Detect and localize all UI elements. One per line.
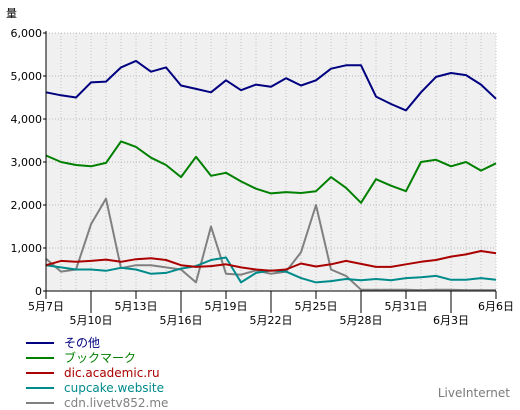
x-tick-label: 5月31日	[385, 300, 428, 313]
x-tick-label: 5月16日	[160, 314, 203, 327]
x-tick-label: 5月25日	[295, 300, 338, 313]
series-line	[45, 140, 497, 204]
y-tick-label: 3,000	[11, 156, 43, 169]
y-tick-label: 0	[35, 285, 42, 298]
legend-item: cdn.livetv852.me	[26, 395, 168, 410]
legend-label: dic.academic.ru	[64, 365, 160, 380]
y-tick-label: 2,000	[11, 199, 43, 212]
y-tick-label: 6,000	[11, 27, 43, 40]
legend-label: ブックマーク	[64, 351, 137, 365]
y-axis-labels: 0 1,000 2,000 3,000 4,000 5,000 6,000	[11, 27, 46, 298]
x-tick-label: 6月6日	[478, 300, 514, 313]
legend-swatch	[26, 401, 54, 404]
series-lines	[45, 59, 497, 292]
x-tick-label: 5月10日	[70, 314, 113, 327]
x-tick-label: 5月19日	[205, 300, 248, 313]
legend-label: cdn.livetv852.me	[64, 395, 169, 410]
x-tick-label: 5月13日	[115, 300, 158, 313]
x-axis-labels: 5月7日 5月13日 5月19日 5月25日 5月31日 6月6日 5月10日 5月16日 5月…	[28, 291, 514, 327]
y-axis-title: 量	[6, 7, 17, 20]
series-line	[45, 250, 497, 272]
y-tick-label: 1,000	[11, 242, 43, 255]
x-tick-label: 5月28日	[340, 314, 383, 327]
y-tick-label: 5,000	[11, 70, 43, 83]
legend-label: cupcake.website	[64, 380, 164, 395]
x-tick-label: 5月22日	[250, 314, 293, 327]
legend-item: ブックマーク	[26, 350, 168, 365]
x-tick-label: 5月7日	[28, 300, 64, 313]
legend-label: その他	[64, 336, 101, 350]
legend-item: その他	[26, 335, 168, 350]
series-line	[45, 59, 497, 112]
legend-swatch	[26, 371, 54, 374]
x-tick-label: 6月3日	[433, 314, 469, 327]
brand-label: LiveInternet	[437, 386, 510, 400]
legend: その他 ブックマーク dic.academic.ru cupcake.website c…	[26, 335, 168, 410]
y-tick-label: 4,000	[11, 113, 43, 126]
legend-swatch	[26, 341, 54, 344]
legend-swatch	[26, 356, 54, 359]
legend-item: cupcake.website	[26, 380, 168, 395]
legend-item: dic.academic.ru	[26, 365, 168, 380]
axes	[45, 31, 496, 292]
legend-swatch	[26, 386, 54, 389]
